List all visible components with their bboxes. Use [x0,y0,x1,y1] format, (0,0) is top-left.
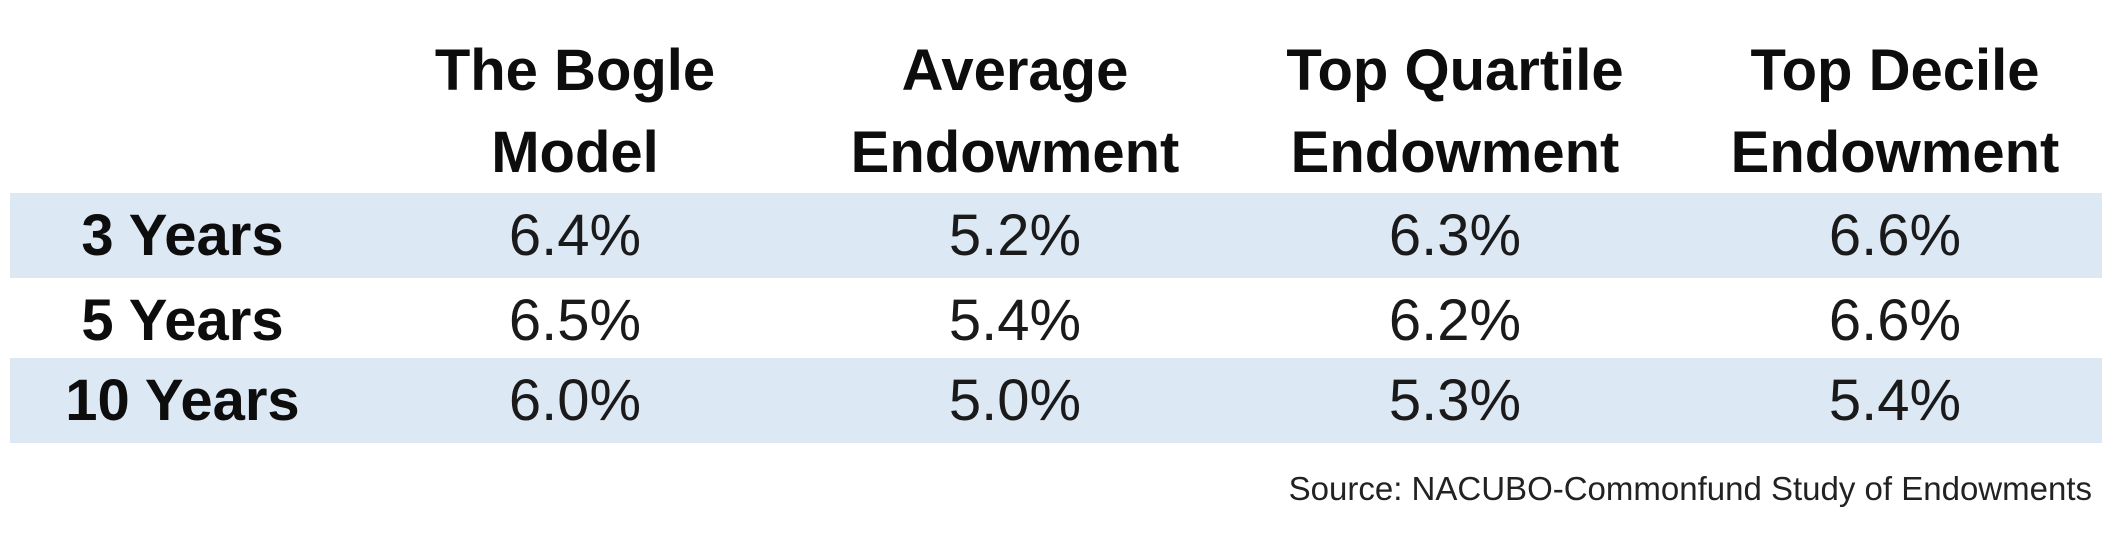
table-row-3-years: 3 Years 6.4% 5.2% 6.3% 6.6% [10,193,2102,278]
table-row-5-years: 5 Years 6.5% 5.4% 6.2% 6.6% [10,278,2102,363]
row-label: 3 Years [81,203,284,268]
header-row: The Bogle Model Average Endowment Top Qu… [10,30,2102,188]
column-header-top-quartile: Top Quartile Endowment [1235,30,1675,194]
table-cell: 5.4% [1828,368,1962,433]
column-header-line: Average [901,38,1129,103]
table-cell: 6.0% [508,368,642,433]
column-header-top-decile: Top Decile Endowment [1675,30,2115,194]
column-header-line: Model [491,120,659,185]
table-cell: 6.2% [1388,288,1522,353]
row-label: 10 Years [65,368,300,433]
table-cell: 5.2% [948,203,1082,268]
column-header-line: Endowment [1290,120,1620,185]
column-header-line: Top Decile [1750,38,2040,103]
table-cell: 6.3% [1388,203,1522,268]
table-cell: 5.3% [1388,368,1522,433]
row-label: 5 Years [81,288,284,353]
table-cell: 5.0% [948,368,1082,433]
table-cell: 6.4% [508,203,642,268]
column-header-line: Top Quartile [1286,38,1624,103]
column-header-line: Endowment [850,120,1180,185]
column-header-bogle-model: The Bogle Model [355,30,795,194]
table-cell: 6.6% [1828,288,1962,353]
column-header-line: Endowment [1730,120,2060,185]
column-header-line: The Bogle [434,38,716,103]
table-cell: 6.6% [1828,203,1962,268]
source-note: Source: NACUBO-Commonfund Study of Endow… [1288,470,2092,507]
table-row-10-years: 10 Years 6.0% 5.0% 5.3% 5.4% [10,358,2102,443]
column-header-average-endowment: Average Endowment [795,30,1235,194]
table-cell: 5.4% [948,288,1082,353]
table-cell: 6.5% [508,288,642,353]
